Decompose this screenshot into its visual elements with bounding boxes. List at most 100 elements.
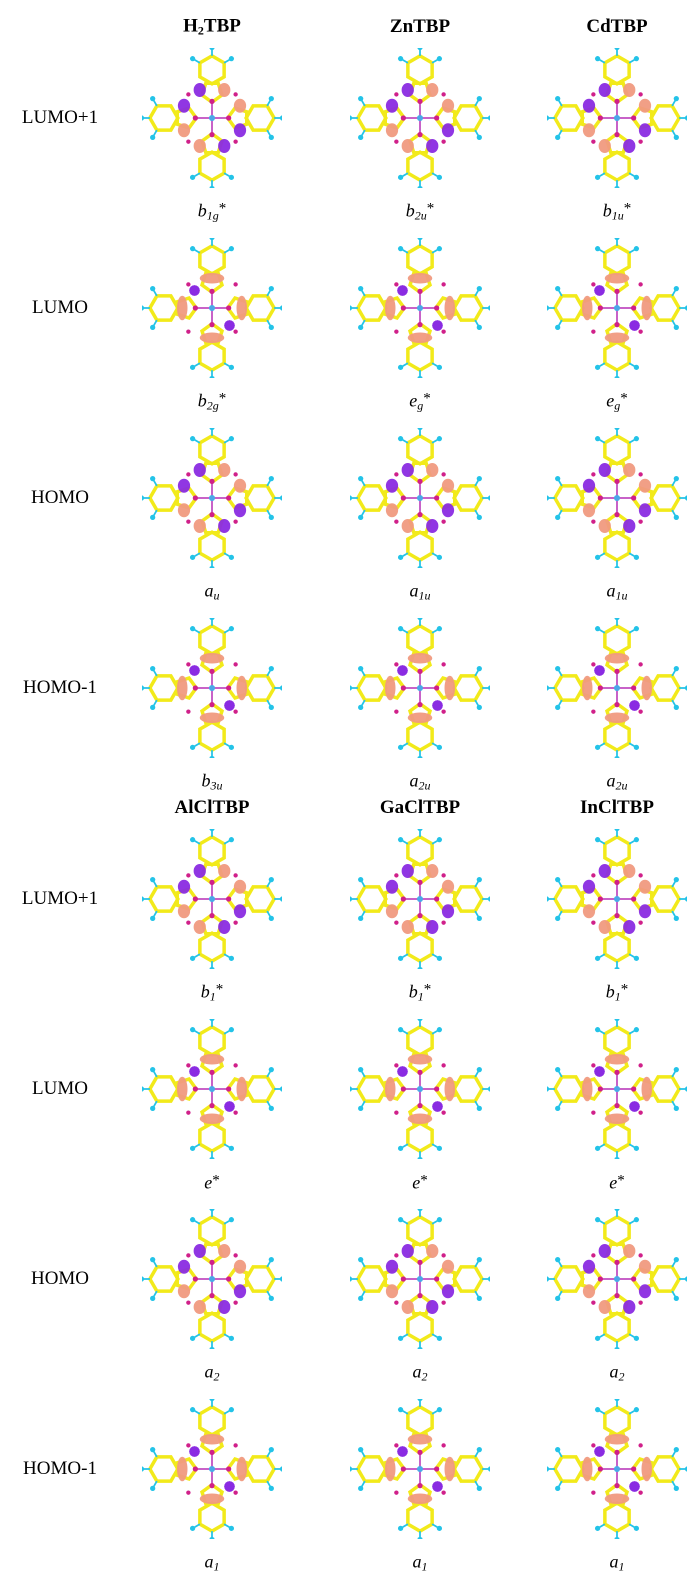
orbital-image — [350, 428, 490, 568]
figure: H2TBPZnTBPCdTBPLUMO+1b1g*b2u*b1u*LUMOb2g… — [0, 0, 691, 1575]
symmetry-label: b2g* — [198, 391, 227, 414]
orbital-image — [142, 1399, 282, 1539]
symmetry-label: eg* — [606, 391, 628, 414]
label-part: a — [607, 771, 616, 791]
label-part: * — [621, 982, 629, 998]
label-part: AlClTBP — [175, 797, 250, 818]
label-part: H — [183, 16, 198, 37]
label-part: e — [412, 1173, 420, 1193]
row-label: LUMO+1 — [22, 107, 98, 129]
label-part: * — [624, 201, 632, 217]
label-part: 2g — [207, 399, 219, 413]
row-label: HOMO — [31, 487, 89, 509]
label-part: a — [205, 581, 214, 601]
label-part: 2 — [214, 1370, 220, 1384]
symmetry-label: a2 — [413, 1362, 428, 1385]
label-part: b — [406, 201, 415, 221]
label-part: * — [420, 1173, 428, 1189]
orbital-image — [350, 1399, 490, 1539]
symmetry-label: b2u* — [406, 201, 435, 224]
orbital-image — [142, 428, 282, 568]
label-part: * — [620, 391, 628, 407]
orbital-image — [547, 1399, 687, 1539]
label-part: * — [617, 1173, 625, 1189]
symmetry-label: a1 — [610, 1552, 625, 1575]
label-part: * — [427, 201, 435, 217]
label-part: a — [413, 1552, 422, 1572]
orbital-image — [350, 829, 490, 969]
symmetry-label: b3u — [202, 771, 223, 794]
label-part: 2u — [415, 209, 427, 223]
symmetry-label: b1* — [201, 982, 224, 1005]
orbital-image — [350, 1019, 490, 1159]
column-header: H2TBP — [183, 16, 241, 39]
label-part: 2 — [422, 1370, 428, 1384]
symmetry-label: e* — [204, 1173, 220, 1194]
symmetry-label: a1 — [205, 1552, 220, 1575]
label-part: a — [610, 1552, 619, 1572]
label-part: * — [219, 391, 227, 407]
label-part: * — [219, 201, 227, 217]
symmetry-label: a2u — [607, 771, 628, 794]
label-part: a — [410, 771, 419, 791]
symmetry-label: eg* — [409, 391, 431, 414]
orbital-image — [547, 428, 687, 568]
label-part: a — [607, 581, 616, 601]
orbital-image — [142, 1209, 282, 1349]
label-part: 1u — [616, 589, 628, 603]
orbital-image — [547, 1209, 687, 1349]
orbital-image — [142, 1019, 282, 1159]
orbital-image — [547, 238, 687, 378]
symmetry-label: a2u — [410, 771, 431, 794]
orbital-image — [142, 48, 282, 188]
orbital-image — [350, 1209, 490, 1349]
symmetry-label: a2 — [205, 1362, 220, 1385]
label-part: 1 — [214, 1560, 220, 1574]
orbital-image — [350, 48, 490, 188]
label-part: 2u — [616, 779, 628, 793]
orbital-image — [350, 618, 490, 758]
label-part: 1u — [612, 209, 624, 223]
label-part: u — [214, 589, 220, 603]
symmetry-label: a1u — [410, 581, 431, 604]
label-part: b — [198, 391, 207, 411]
symmetry-label: a1u — [607, 581, 628, 604]
label-part: ZnTBP — [390, 16, 450, 37]
label-part: * — [423, 391, 431, 407]
orbital-image — [547, 618, 687, 758]
row-label: HOMO-1 — [23, 1458, 97, 1480]
label-part: GaClTBP — [380, 797, 460, 818]
orbital-image — [142, 618, 282, 758]
column-header: CdTBP — [586, 16, 647, 38]
label-part: a — [410, 581, 419, 601]
symmetry-label: b1* — [409, 982, 432, 1005]
row-label: LUMO — [32, 1078, 88, 1100]
column-header: GaClTBP — [380, 797, 460, 819]
label-part: a — [413, 1362, 422, 1382]
label-part: b — [409, 982, 418, 1002]
label-part: 2u — [419, 779, 431, 793]
symmetry-label: b1g* — [198, 201, 227, 224]
label-part: InClTBP — [580, 797, 654, 818]
label-part: b — [201, 982, 210, 1002]
label-part: b — [603, 201, 612, 221]
label-part: * — [216, 982, 224, 998]
label-part: 1 — [619, 1560, 625, 1574]
label-part: e — [606, 391, 614, 411]
label-part: a — [205, 1362, 214, 1382]
symmetry-label: au — [205, 581, 220, 604]
orbital-image — [547, 1019, 687, 1159]
label-part: * — [424, 982, 432, 998]
orbital-image — [142, 238, 282, 378]
symmetry-label: a2 — [610, 1362, 625, 1385]
label-part: e — [204, 1173, 212, 1193]
label-part: a — [610, 1362, 619, 1382]
label-part: e — [609, 1173, 617, 1193]
orbital-image — [142, 829, 282, 969]
row-label: LUMO+1 — [22, 888, 98, 910]
label-part: b — [606, 982, 615, 1002]
symmetry-label: e* — [609, 1173, 625, 1194]
label-part: TBP — [204, 16, 241, 37]
label-part: * — [212, 1173, 220, 1189]
label-part: 2 — [619, 1370, 625, 1384]
